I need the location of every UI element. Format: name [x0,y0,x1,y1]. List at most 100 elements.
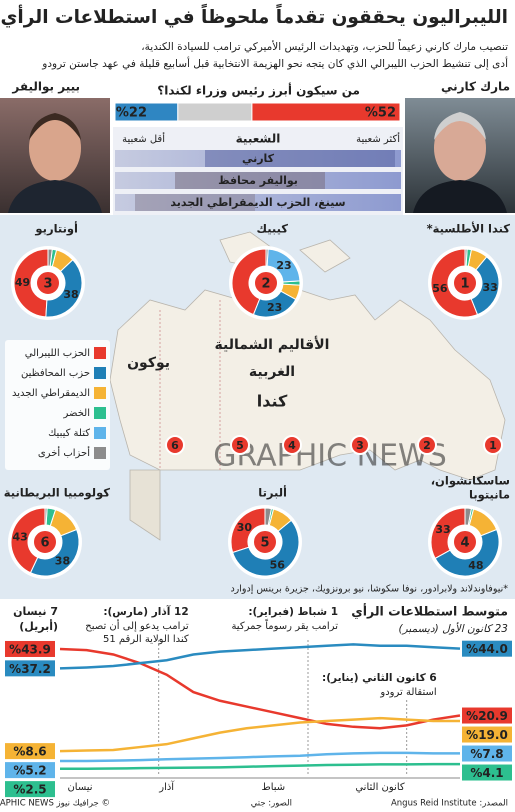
legend-box [5,340,110,470]
value-label: %4.1 [470,766,503,780]
rank-number: 6 [40,536,49,551]
value-label: %43.9 [9,642,51,656]
x-tick-label: كانون الثاني [355,782,405,793]
legend-swatch [94,367,106,379]
annotation-title: 6 كانون الثاني (يناير): [322,672,437,684]
value-label: %2.5 [13,783,46,797]
donut-label: 38 [63,288,78,301]
donut-segment [232,519,300,577]
leader-name: مارك كارني [441,80,510,94]
annotation-text: ترامب يدعو إلى أن تصبح [85,619,189,632]
donut-label: 49 [15,276,30,289]
series-line [59,647,461,730]
popularity-row-label: كارني [242,152,275,165]
region-name: ألبرتا [258,485,287,500]
map-marker-number: 5 [236,439,244,452]
value-label-box [462,707,512,724]
popularity-row-label: بواليفر محافظ [218,174,298,187]
map-marker-number: 2 [423,439,431,452]
region-name: ساسكاتشوان، [431,474,510,489]
legend-swatch [94,347,106,359]
donut-label: 43 [12,530,27,543]
map-marker [350,435,370,455]
rank-badge [32,529,58,555]
donut-label: 38 [55,555,70,568]
region-name: كيبيك [257,222,289,236]
rank-number: 1 [460,277,469,292]
value-label: %37.2 [9,662,51,676]
donut-segment [434,528,500,577]
annotation-title: 12 آذار (مارس): [103,605,188,618]
chart-end: (أبريل) [19,619,58,633]
value-label-box [462,640,512,657]
legend-swatch [94,427,106,439]
map-marker-number: 4 [288,439,296,452]
series-line [60,751,460,763]
donut-segment [430,248,479,318]
value-label-box [5,640,55,657]
map-marker-number: 3 [356,439,364,452]
value-label-box [5,781,55,798]
popularity-bar [205,150,395,167]
donut-segment [464,507,472,526]
footnote: *نيوفاوندلاند ولابرادور، نوفا سكوشا، نيو… [230,584,508,595]
subtitle: أدى إلى تنشيط الحزب الليبرالي الذي كان ي… [41,56,508,70]
legend-label: كتلة كيبيك [48,428,90,439]
rank-number: 5 [260,536,269,551]
rank-number: 4 [460,536,469,551]
region-name: كندا الأطلسية* [427,222,511,236]
donut-label: 48 [468,559,483,572]
donut-label: 56 [432,282,448,295]
rank-badge [452,529,478,555]
series-line [59,643,461,670]
map-marker [483,435,503,455]
donut-segment [13,248,49,318]
question-bar [114,102,179,122]
credit: © جرافيك نيوز GRAPHIC NEWS [0,799,110,809]
legend-label: الحزب الليبرالي [25,348,90,359]
rank-badge [452,270,478,296]
value-label: %5.2 [13,764,46,778]
popularity-row-label: سينغ، الحزب الديمقراطي الجديد [170,196,345,209]
donut-label: 30 [237,521,253,534]
legend-label: أحزاب أخرى [38,446,90,459]
question-label: %22 [116,106,147,121]
map-label: كندا [257,392,288,411]
value-label: %44.0 [466,642,508,656]
chart-end: 7 نيسان [13,605,58,618]
value-label-box [5,660,55,677]
popularity-more: أكثر شعبية [356,132,400,145]
photo-credit: الصور: جتي [251,799,292,809]
region-name: أونتاريو [34,221,78,237]
question-label: %52 [365,106,396,121]
donut-label: 23 [276,259,291,272]
donut-segment [44,507,48,526]
question-bar [177,102,253,122]
donut-segment [265,248,269,267]
popularity-title: الشعبية [236,132,281,146]
popularity-bar [135,194,255,211]
chart-start: 23 كانون الأول (ديسمبر) [399,621,508,635]
value-label: %20.9 [466,709,508,723]
map-marker-number: 6 [171,439,179,452]
value-label-box [462,726,512,743]
rank-number: 3 [43,277,52,292]
chart-title: متوسط استطلاعات الرأي [351,603,508,619]
value-label-box [5,762,55,779]
popularity-less: أقل شعبية [122,132,165,145]
donut-label: 33 [483,281,498,294]
map-label: الأقاليم الشمالية [215,336,330,353]
legend-label: حزب المحافظين [21,368,90,379]
title: الليبراليون يحققون تقدماً ملحوظاً في است… [0,3,508,29]
photo-right [405,98,515,213]
value-label-box [462,764,512,781]
map-marker [282,435,302,455]
legend-label: الخضر [63,408,90,419]
photo-left [0,98,110,213]
subtitle: تنصيب مارك كارني زعيماً للحزب، وتهديدات … [141,39,508,53]
donut-label: 56 [270,558,286,571]
value-label: %7.8 [470,747,503,761]
map-marker [417,435,437,455]
x-tick-label: نيسان [67,782,92,793]
